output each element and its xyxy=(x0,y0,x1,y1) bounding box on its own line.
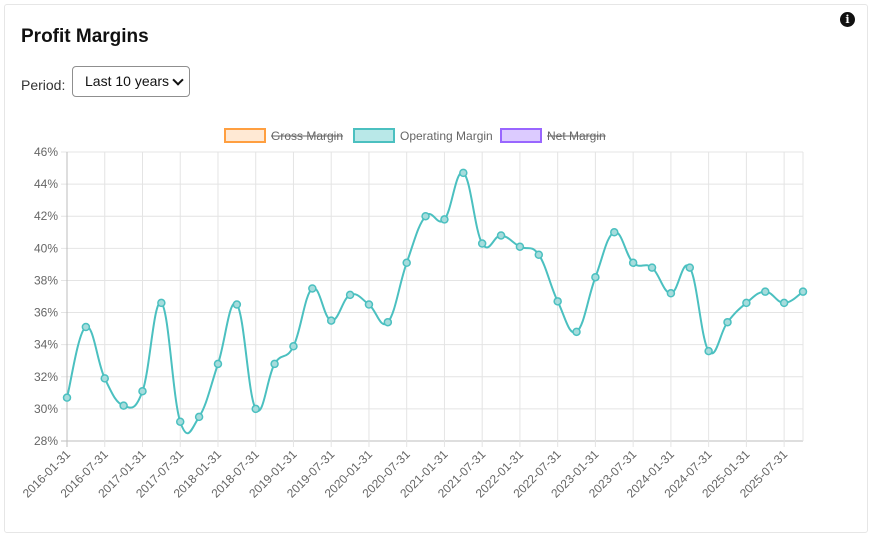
y-tick-label: 36% xyxy=(34,306,58,320)
data-point[interactable] xyxy=(270,359,279,369)
y-tick-label: 30% xyxy=(34,402,58,416)
data-point[interactable] xyxy=(534,250,544,260)
period-selected-value: Last 10 years xyxy=(85,73,170,89)
y-tick-label: 32% xyxy=(34,370,58,384)
chart-title: Profit Margins xyxy=(21,26,149,47)
data-point[interactable] xyxy=(175,417,185,426)
data-point[interactable] xyxy=(610,228,619,237)
data-point[interactable] xyxy=(459,168,468,178)
data-point[interactable] xyxy=(704,346,713,356)
data-point[interactable] xyxy=(591,272,600,282)
y-tick-label: 28% xyxy=(34,434,58,448)
data-point[interactable] xyxy=(779,298,789,308)
info-icon[interactable]: i xyxy=(840,12,855,27)
y-tick-label: 34% xyxy=(34,338,58,352)
data-point[interactable] xyxy=(798,287,808,296)
data-point[interactable] xyxy=(496,231,506,240)
data-point[interactable] xyxy=(666,289,676,298)
data-point[interactable] xyxy=(685,263,695,272)
data-point[interactable] xyxy=(213,359,223,369)
data-point[interactable] xyxy=(440,215,449,224)
data-point[interactable] xyxy=(138,386,147,396)
data-point[interactable] xyxy=(383,317,393,327)
data-point[interactable] xyxy=(157,298,166,308)
data-point[interactable] xyxy=(515,242,525,251)
data-point[interactable] xyxy=(553,297,562,306)
data-point[interactable] xyxy=(364,300,374,309)
data-point[interactable] xyxy=(326,316,336,325)
data-point[interactable] xyxy=(232,300,242,309)
legend-label-operating-margin[interactable]: Operating Margin xyxy=(400,129,493,143)
data-point[interactable] xyxy=(62,393,72,402)
y-tick-label: 44% xyxy=(34,177,58,191)
data-point[interactable] xyxy=(119,401,128,410)
data-point[interactable] xyxy=(572,327,581,337)
data-point[interactable] xyxy=(723,317,732,327)
period-label: Period: xyxy=(21,77,66,93)
data-point[interactable] xyxy=(308,284,317,293)
y-tick-label: 42% xyxy=(34,209,58,223)
data-point[interactable] xyxy=(647,263,657,272)
data-point[interactable] xyxy=(194,412,204,422)
legend-swatch-net-margin[interactable] xyxy=(500,128,542,143)
y-tick-label: 40% xyxy=(34,241,58,255)
data-point[interactable] xyxy=(289,342,298,351)
data-point[interactable] xyxy=(251,404,260,414)
data-point[interactable] xyxy=(402,258,411,268)
data-point[interactable] xyxy=(761,287,770,296)
period-select[interactable]: Last 10 years xyxy=(72,66,190,97)
data-point[interactable] xyxy=(100,374,109,383)
data-point[interactable] xyxy=(477,239,487,248)
y-tick-label: 46% xyxy=(34,145,58,159)
data-point[interactable] xyxy=(628,258,638,268)
data-point[interactable] xyxy=(81,322,91,332)
operating-margin-line xyxy=(66,171,804,435)
data-point[interactable] xyxy=(345,290,355,300)
legend-swatch-gross-margin[interactable] xyxy=(224,128,266,143)
y-tick-label: 38% xyxy=(34,273,58,287)
data-point[interactable] xyxy=(742,298,751,308)
data-point[interactable] xyxy=(421,211,430,221)
legend-swatch-operating-margin[interactable] xyxy=(353,128,395,143)
